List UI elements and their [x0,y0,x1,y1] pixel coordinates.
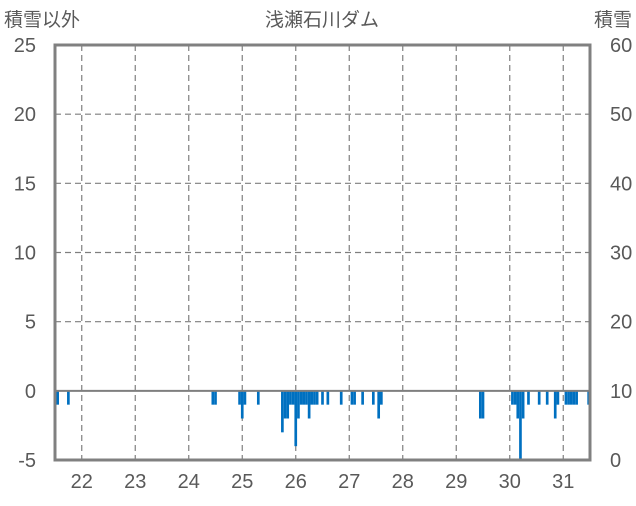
right-tick-label: 60 [610,35,632,57]
left-tick-label: 10 [14,243,36,265]
precipitation-bar [564,390,568,405]
x-tick-label: 31 [552,471,574,493]
precipitation-bar [481,390,485,419]
precipitation-bar [478,390,482,419]
precipitation-bar [519,390,522,460]
precipitation-bar [537,390,541,405]
precipitation-bar [299,390,303,405]
left-tick-label: 20 [14,104,36,126]
x-tick-label: 24 [178,471,200,493]
precipitation-bar [305,390,308,405]
precipitation-bar [214,390,217,405]
precipitation-bar [238,390,241,405]
right-axis-tick-labels: 60 50 40 30 20 10 0 [610,35,632,472]
left-tick-label: 0 [25,381,36,403]
precipitation-bar [289,390,292,405]
right-tick-label: 40 [610,173,632,195]
x-tick-label: 28 [392,471,414,493]
precipitation-bar [302,390,306,405]
x-axis-tick-labels: 22 23 24 25 26 27 28 29 30 31 [71,471,575,493]
precipitation-bar [281,390,284,433]
left-tick-label: 15 [14,173,36,195]
x-tick-label: 29 [445,471,467,493]
precipitation-bar [283,390,287,419]
precipitation-bar [315,390,319,405]
precipitation-bar [211,390,215,405]
precipitation-bar [553,390,557,419]
x-tick-label: 25 [231,471,253,493]
right-tick-label: 30 [610,243,632,265]
right-tick-label: 0 [610,450,621,472]
precipitation-bar [556,390,560,405]
precipitation-bar [291,390,295,405]
precipitation-bar [339,390,343,405]
precipitation-bar [377,390,381,419]
chart-title: 浅瀬石川ダム [265,9,379,31]
left-axis-tick-labels: 25 20 15 10 5 0 -5 [14,35,36,472]
precipitation-bar [243,390,247,405]
precipitation-bar [350,390,354,405]
precipitation-bar [380,390,383,405]
precipitation-bar [572,390,576,405]
right-tick-label: 50 [610,104,632,126]
precipitation-bar [361,390,364,405]
precipitation-bar [240,390,244,419]
right-tick-label: 10 [610,381,632,403]
precipitation-bar [310,390,314,405]
precipitation-bar [567,390,570,405]
precipitation-bar [371,390,375,405]
precipitation-bar [527,390,530,405]
left-tick-label: 25 [14,35,36,57]
precipitation-bar [56,390,60,405]
left-tick-label: 5 [25,312,36,334]
precipitation-bar [353,390,356,405]
precipitation-bar [307,390,311,419]
right-axis-label: 積雪 [594,9,632,31]
precipitation-bar [286,390,290,419]
precipitation-bar [256,390,260,405]
x-tick-label: 22 [71,471,93,493]
left-tick-label: -5 [18,450,36,472]
precipitation-bar [513,390,517,405]
precipitation-bar [545,390,549,405]
precipitation-bar [326,390,330,405]
right-tick-label: 20 [610,312,632,334]
precipitation-bar [516,390,520,419]
precipitation-bar [297,390,300,419]
plot-frame [53,43,592,462]
x-tick-label: 26 [285,471,307,493]
precipitation-bar [294,390,298,447]
x-tick-label: 30 [499,471,521,493]
left-axis-label: 積雪以外 [4,9,80,31]
precipitation-bar [321,390,324,405]
precipitation-bar [67,390,70,405]
x-tick-label: 23 [124,471,146,493]
precipitation-bar [313,390,316,405]
x-tick-label: 27 [338,471,360,493]
precipitation-bar [575,390,578,405]
precipitation-bar [511,390,514,405]
precipitation-bar [569,390,573,405]
precipitation-bar [521,390,525,419]
